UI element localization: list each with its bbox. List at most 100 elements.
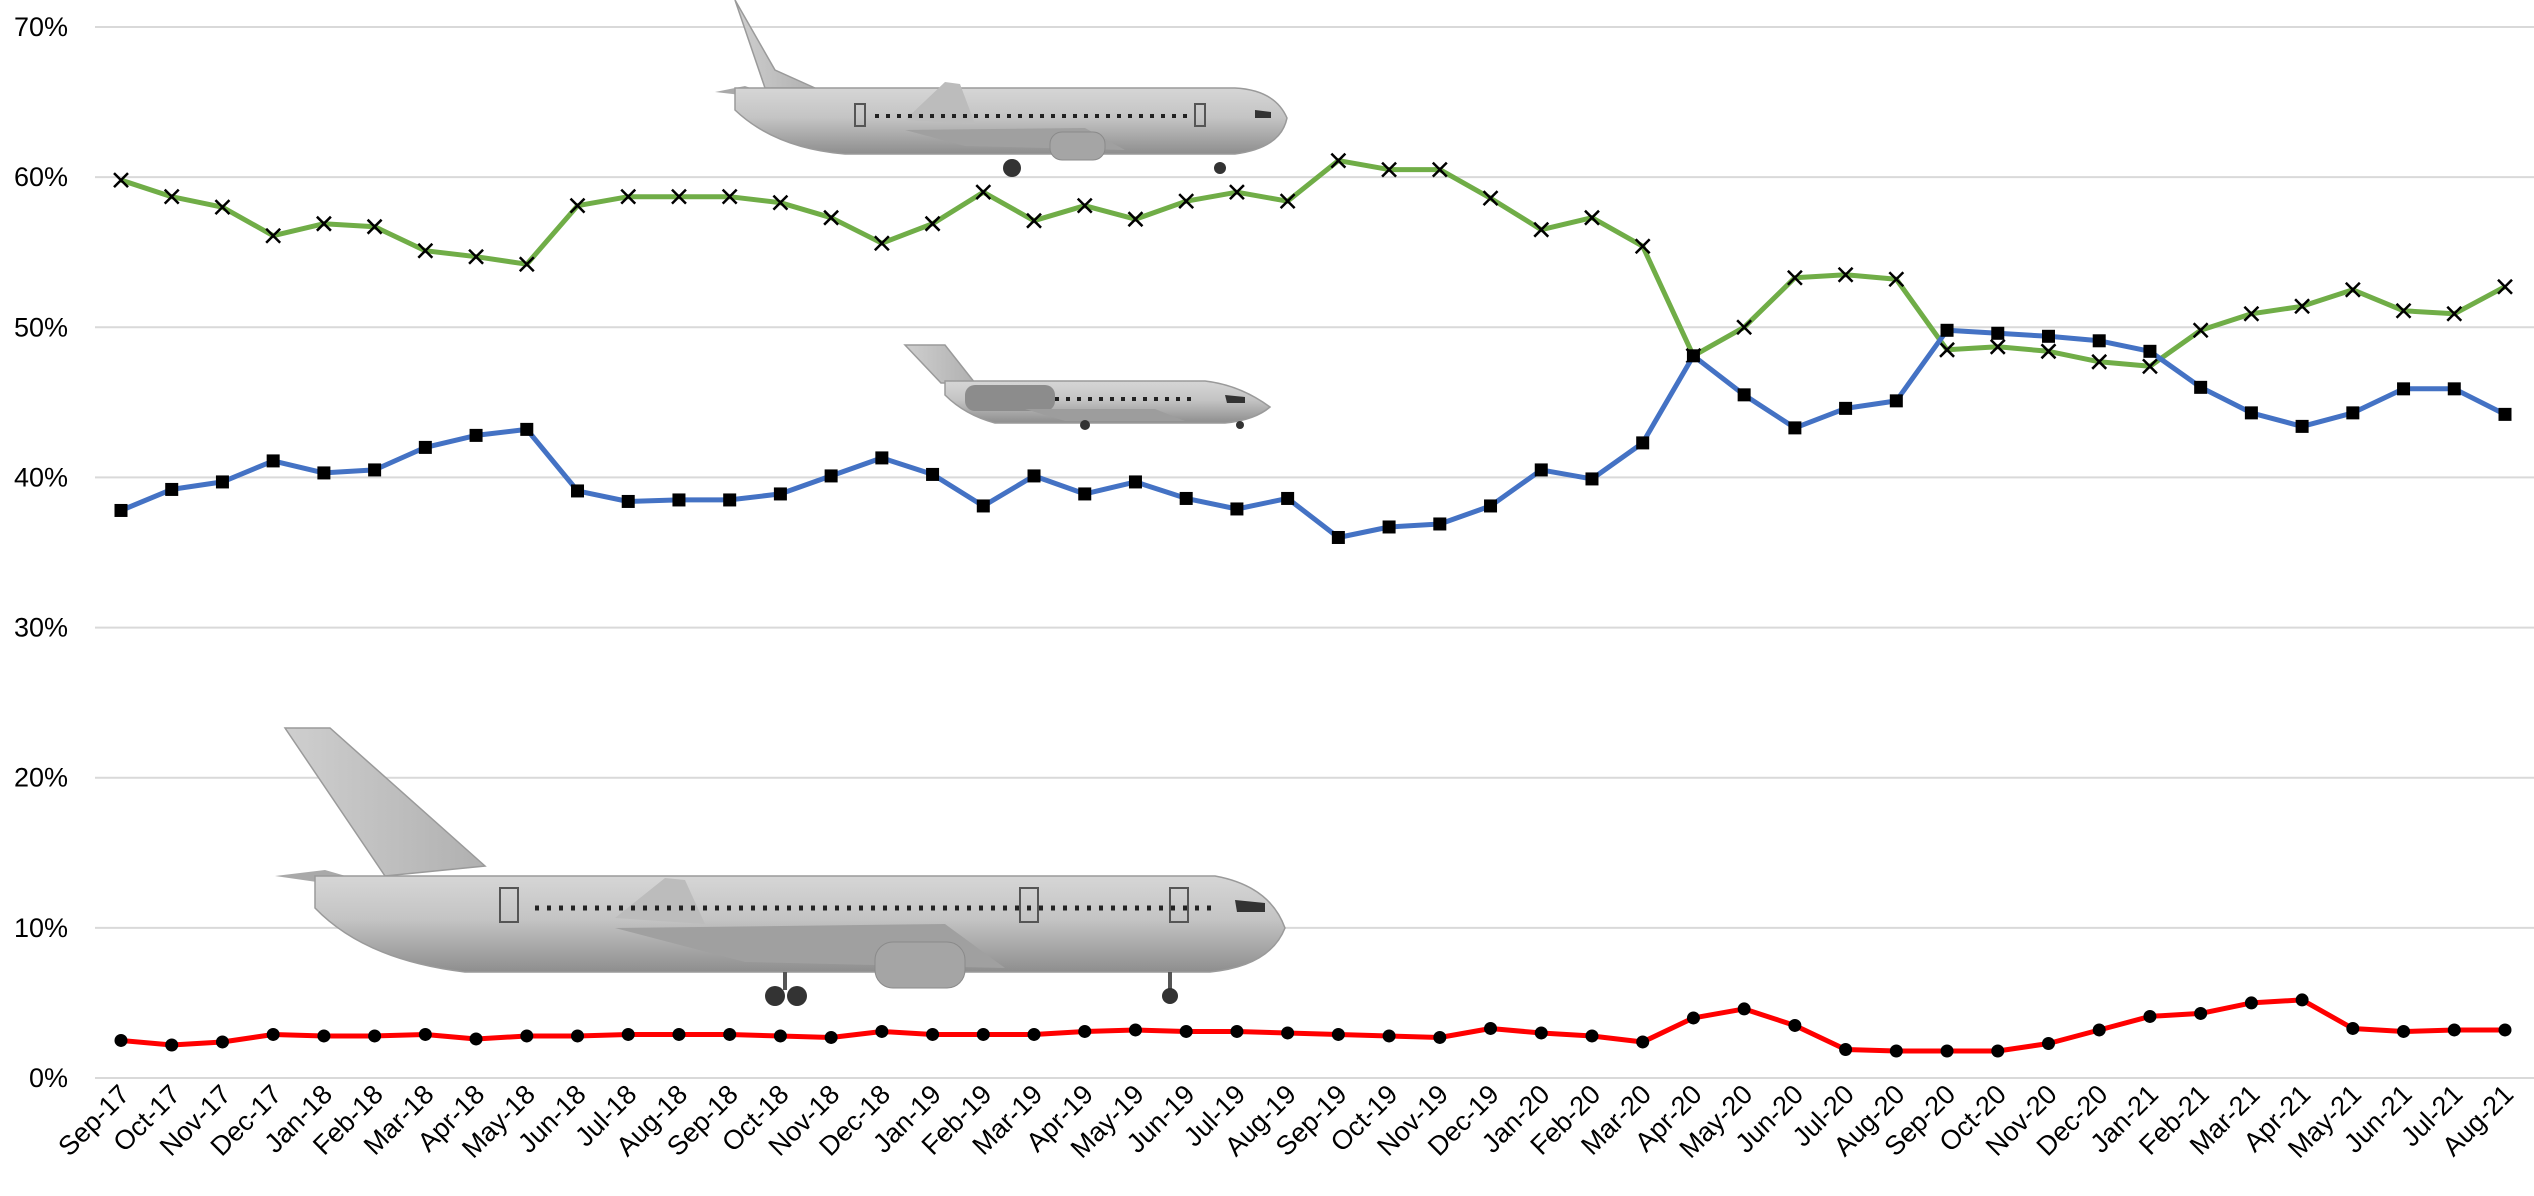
data-point <box>1736 319 1753 336</box>
data-point <box>1027 1027 1041 1041</box>
data-point <box>1989 338 2006 355</box>
data-point <box>620 188 637 205</box>
data-point <box>469 428 483 442</box>
data-point <box>1839 401 1853 415</box>
data-point <box>2091 353 2108 370</box>
data-point <box>1786 269 1803 286</box>
data-point <box>1889 394 1903 408</box>
data-point <box>214 199 231 216</box>
data-point <box>2194 1006 2208 1020</box>
data-point <box>1889 1044 1903 1058</box>
data-point <box>1636 1035 1650 1049</box>
data-point <box>621 494 635 508</box>
y-tick-label: 10% <box>14 913 68 943</box>
y-tick-label: 40% <box>14 462 68 492</box>
data-point <box>926 467 940 481</box>
data-point <box>215 1035 229 1049</box>
data-point <box>1382 1029 1396 1043</box>
data-point <box>924 215 941 232</box>
data-point <box>926 1027 940 1041</box>
data-point <box>316 215 332 232</box>
data-point <box>1229 184 1245 201</box>
data-point <box>1331 1027 1345 1041</box>
data-point <box>368 1029 382 1043</box>
data-point <box>1078 1024 1092 1038</box>
data-point <box>2346 1021 2360 1035</box>
data-point <box>976 499 990 513</box>
data-point <box>723 493 737 507</box>
data-point <box>518 256 535 273</box>
series-line <box>120 997 2505 1054</box>
data-point <box>875 451 889 465</box>
data-point <box>1585 1029 1599 1043</box>
narrowbody-airliner-illustration <box>715 0 1288 177</box>
y-tick-label: 50% <box>14 312 68 342</box>
data-point <box>975 184 992 201</box>
data-point <box>2040 343 2057 360</box>
data-point <box>417 242 434 259</box>
data-point <box>114 1033 128 1047</box>
data-point <box>2295 993 2309 1007</box>
data-point <box>317 1029 331 1043</box>
data-point <box>2244 406 2258 420</box>
x-axis-tick-labels: Sep-17Oct-17Nov-17Dec-17Jan-18Feb-18Mar-… <box>52 1079 2519 1164</box>
data-point <box>1179 491 1193 505</box>
data-point <box>1330 152 1347 169</box>
data-point <box>1281 1026 1295 1040</box>
data-point <box>2243 305 2260 322</box>
data-point <box>1636 436 1650 450</box>
data-point <box>976 1027 990 1041</box>
series-square <box>114 323 2512 544</box>
y-tick-label: 20% <box>14 763 68 793</box>
data-point <box>1991 326 2005 340</box>
data-point <box>2447 1023 2461 1037</box>
data-point <box>469 1032 483 1046</box>
data-point <box>1991 1044 2005 1058</box>
y-axis-tick-labels: 0% 10% 20% 30% 40% 50% 60% 70% <box>14 12 68 1093</box>
data-point <box>265 227 282 244</box>
data-point <box>1534 1026 1548 1040</box>
data-point <box>1331 530 1345 544</box>
y-tick-label: 0% <box>29 1063 68 1093</box>
data-point <box>1940 1044 1954 1058</box>
data-point <box>1230 502 1244 516</box>
data-point <box>520 422 534 436</box>
data-point <box>1686 349 1700 363</box>
data-point <box>1431 161 1448 178</box>
data-point <box>571 484 585 498</box>
data-point <box>418 1027 432 1041</box>
data-point <box>2498 1023 2512 1037</box>
data-point <box>2498 407 2512 421</box>
data-point <box>569 197 586 214</box>
y-tick-label: 60% <box>14 162 68 192</box>
data-point <box>165 1038 179 1052</box>
data-point <box>1482 190 1499 207</box>
data-point <box>2041 1036 2055 1050</box>
data-point <box>1027 469 1041 483</box>
data-point <box>2194 380 2208 394</box>
data-point <box>1888 271 1905 288</box>
data-point <box>1179 1024 1193 1038</box>
data-point <box>1737 388 1751 402</box>
data-point <box>672 1027 686 1041</box>
data-point <box>2092 1023 2106 1037</box>
data-point <box>368 463 382 477</box>
data-point <box>571 1029 585 1043</box>
data-point <box>163 188 180 205</box>
data-point <box>114 503 128 517</box>
data-point <box>2142 358 2158 375</box>
data-point <box>2143 1009 2157 1023</box>
data-series <box>113 152 2513 1058</box>
data-point <box>2143 344 2157 358</box>
data-point <box>824 1030 838 1044</box>
series-x <box>113 152 2513 375</box>
data-point <box>1939 341 1955 358</box>
series-line <box>120 327 2507 540</box>
data-point <box>1026 212 1042 229</box>
data-point <box>1279 193 1296 210</box>
data-point <box>2397 1024 2411 1038</box>
data-point <box>317 466 331 480</box>
data-point <box>1078 487 1092 501</box>
data-point <box>1484 1021 1498 1035</box>
